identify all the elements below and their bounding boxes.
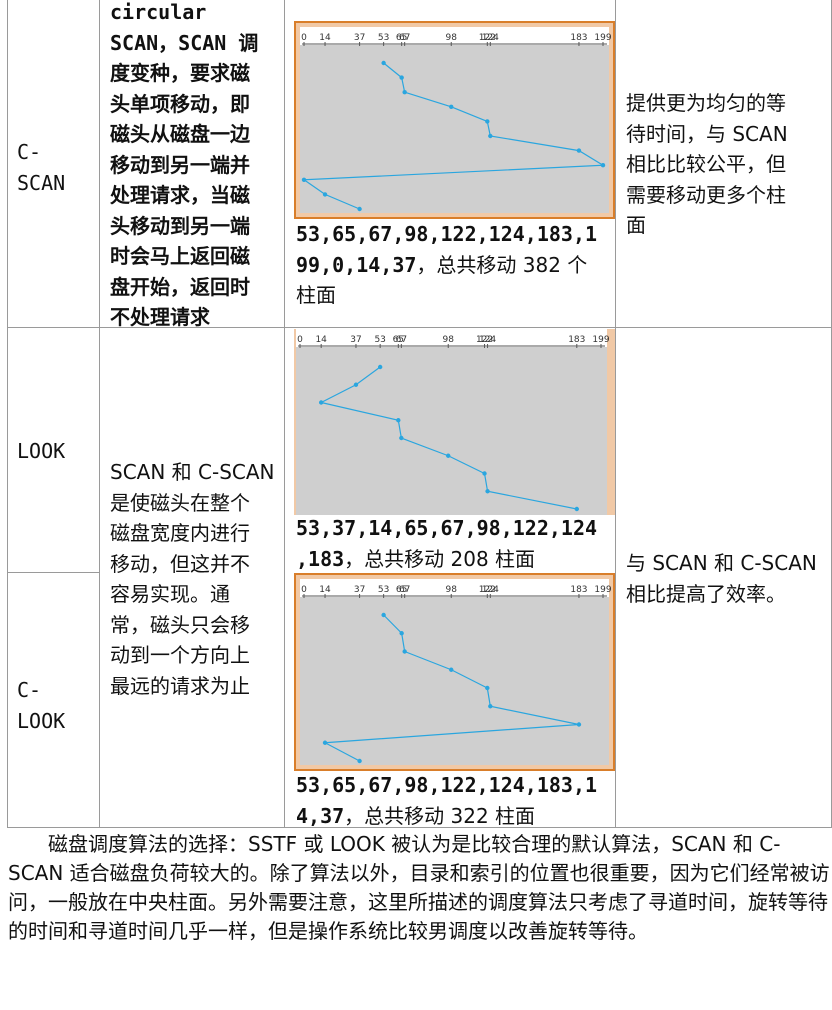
clook-total: ，总共移动 322 柱面 [344, 803, 536, 828]
chart-point [482, 471, 487, 476]
chart-point [399, 75, 404, 80]
cscan-result: 53,65,67,98,122,124,183,1 99,0,14,37，总共移… [296, 219, 612, 311]
algorithm-name-clook: C- LOOK [17, 678, 66, 733]
table-divider [615, 0, 616, 828]
chart-point [322, 192, 328, 197]
clook-chart: 0 14 37 53 65 67 98 122 124 183 199 [294, 573, 615, 771]
cscan-sequence: 53,65,67,98,122,124,183,1 99,0,14,37 [296, 222, 598, 277]
look-total: ，总共移动 208 柱面 [344, 546, 536, 571]
chart-tick-label: 14 [319, 33, 331, 43]
row-divider [7, 327, 832, 328]
chart-tick-label: 14 [319, 585, 331, 595]
algorithm-name-look: LOOK [17, 439, 66, 463]
chart-tick-label: 124 [482, 33, 499, 43]
algorithm-name-cscan: C- SCAN [17, 140, 66, 195]
chart-tick-label: 98 [446, 33, 458, 43]
chart-tick-label: 199 [592, 335, 609, 345]
chart-point [301, 177, 307, 182]
chart-point [377, 364, 383, 370]
chart-point [353, 382, 359, 387]
chart-point [576, 148, 582, 153]
conclusion-paragraph: 磁盘调度算法的选择：SSTF 或 LOOK 被认为是比较合理的默认算法，SCAN… [8, 830, 830, 946]
chart-tick-label: 122 [479, 585, 496, 595]
chart-point [485, 685, 490, 691]
chart-tick-label: 53 [378, 33, 389, 43]
chart-tick-label: 0 [301, 33, 307, 43]
table-border-bottom [7, 827, 832, 828]
cscan-evaluation: 提供更为均匀的等 待时间，与 SCAN 相比比较公平，但 需要移动更多个柱 面 [626, 91, 788, 237]
chart-tick-label: 124 [482, 585, 499, 595]
chart-point [449, 667, 454, 672]
chart-tick-label: 37 [354, 33, 365, 43]
look-sequence-head: 53,37,14,65,67,98,122,124 [296, 516, 598, 540]
chart-point [402, 90, 407, 95]
look-sequence: ,183 [296, 546, 345, 571]
chart-tick-label: 67 [399, 585, 410, 595]
chart-point [485, 119, 490, 124]
chart-plot-area [300, 27, 609, 213]
chart-point [381, 60, 386, 66]
chart-point [574, 506, 579, 512]
chart-point [399, 435, 404, 441]
chart-point [322, 740, 328, 745]
chart-point [402, 649, 407, 654]
cscan-chart: 0 14 37 53 65 67 98 122 124 183 199 [294, 21, 615, 219]
chart-point [576, 722, 582, 727]
conclusion-text: 磁盘调度算法的选择：SSTF 或 LOOK 被认为是比较合理的默认算法，SCAN… [8, 832, 830, 943]
chart-point [396, 418, 401, 423]
cscan-description: circular SCAN，SCAN 调 度变种，要求磁 头单项移动，即 磁头从… [110, 0, 259, 329]
chart-tick-label: 0 [301, 585, 307, 595]
chart-tick-label: 37 [350, 335, 361, 345]
chart-tick-label: 67 [399, 33, 410, 43]
chart-tick-label: 183 [568, 335, 585, 345]
chart-axis-band [300, 27, 609, 45]
chart-tick-label: 122 [476, 335, 493, 345]
chart-tick-label: 53 [374, 335, 385, 345]
chart-tick-label: 65 [393, 335, 404, 345]
chart-tick-label: 37 [354, 585, 365, 595]
chart-point [488, 704, 493, 709]
clook-result: 53,65,67,98,122,124,183,1 4,37，总共移动 322 … [296, 770, 612, 831]
chart-point [399, 631, 404, 636]
chart-point [381, 612, 386, 618]
chart-point [357, 206, 362, 212]
chart-tick-label: 65 [396, 33, 407, 43]
cscan-total: ，总共移动 382 个 柱面 [296, 252, 588, 308]
look-chart: 0 14 37 53 65 67 98 122 124 183 199 [294, 329, 615, 515]
chart-tick-label: 98 [443, 335, 455, 345]
table-divider [284, 0, 285, 828]
chart-tick-label: 122 [479, 33, 496, 43]
chart-point [318, 400, 324, 405]
chart-tick-label: 14 [315, 335, 327, 345]
table-border-left [7, 0, 8, 828]
chart-axis-band [296, 329, 607, 347]
row-divider [7, 572, 99, 573]
chart-tick-label: 53 [378, 585, 389, 595]
chart-tick-label: 98 [446, 585, 458, 595]
chart-axis-band [300, 579, 609, 597]
chart-point [600, 163, 606, 168]
chart-tick-label: 67 [396, 335, 407, 345]
chart-point [485, 489, 490, 494]
chart-tick-label: 65 [396, 585, 407, 595]
chart-tick-label: 199 [594, 585, 611, 595]
look-clook-description: SCAN 和 C-SCAN 是使磁头在整个 磁盘宽度内进行 移动，但这并不 容易… [110, 460, 275, 698]
chart-tick-label: 183 [570, 33, 587, 43]
clook-sequence: 53,65,67,98,122,124,183,1 4,37 [296, 773, 598, 828]
chart-point [446, 453, 451, 458]
chart-plot-area [296, 329, 607, 515]
chart-tick-label: 0 [297, 335, 303, 345]
chart-tick-label: 199 [594, 33, 611, 43]
chart-tick-label: 124 [479, 335, 496, 345]
look-result: 53,37,14,65,67,98,122,124 ,183，总共移动 208 … [296, 513, 612, 574]
chart-point [449, 104, 454, 110]
chart-point [488, 133, 493, 139]
look-clook-evaluation: 与 SCAN 和 C-SCAN 相比提高了效率。 [626, 551, 817, 606]
chart-point [357, 758, 362, 764]
chart-tick-label: 183 [570, 585, 587, 595]
table-divider [99, 0, 100, 828]
